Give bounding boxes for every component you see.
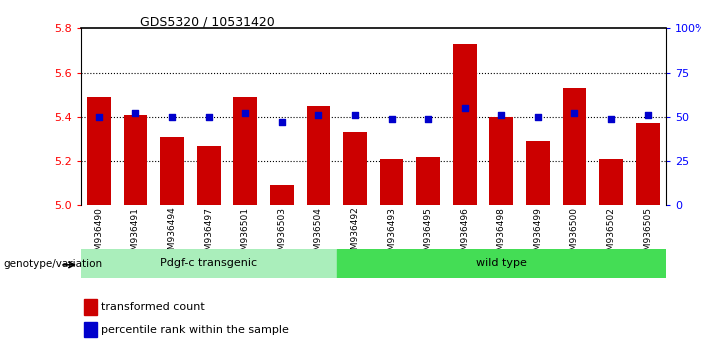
Point <box>386 116 397 121</box>
Bar <box>83 321 97 337</box>
Point <box>496 112 507 118</box>
Point <box>423 116 434 121</box>
Point <box>349 112 360 118</box>
Point <box>166 114 177 120</box>
Bar <box>636 124 660 205</box>
Point <box>642 112 653 118</box>
Bar <box>161 137 184 205</box>
Bar <box>81 249 336 278</box>
Bar <box>599 159 623 205</box>
Text: Pdgf-c transgenic: Pdgf-c transgenic <box>160 258 257 268</box>
Bar <box>563 88 586 205</box>
Bar <box>336 249 666 278</box>
Bar <box>526 141 550 205</box>
Text: transformed count: transformed count <box>101 302 205 312</box>
Point <box>532 114 543 120</box>
Bar <box>123 115 147 205</box>
Point <box>130 110 141 116</box>
Point <box>276 119 287 125</box>
Bar <box>380 159 404 205</box>
Bar <box>233 97 257 205</box>
Text: genotype/variation: genotype/variation <box>4 259 102 269</box>
Bar <box>270 185 294 205</box>
Bar <box>343 132 367 205</box>
Text: wild type: wild type <box>476 258 526 268</box>
Point <box>569 110 580 116</box>
Point <box>606 116 617 121</box>
Text: percentile rank within the sample: percentile rank within the sample <box>101 325 289 335</box>
Bar <box>416 156 440 205</box>
Point <box>93 114 104 120</box>
Point <box>459 105 470 111</box>
Bar <box>489 117 513 205</box>
Bar <box>306 106 330 205</box>
Point <box>313 112 324 118</box>
Bar <box>87 97 111 205</box>
Point <box>203 114 215 120</box>
Text: GDS5320 / 10531420: GDS5320 / 10531420 <box>140 16 275 29</box>
Bar <box>83 299 97 315</box>
Bar <box>197 145 221 205</box>
Bar <box>453 44 477 205</box>
Point <box>240 110 251 116</box>
